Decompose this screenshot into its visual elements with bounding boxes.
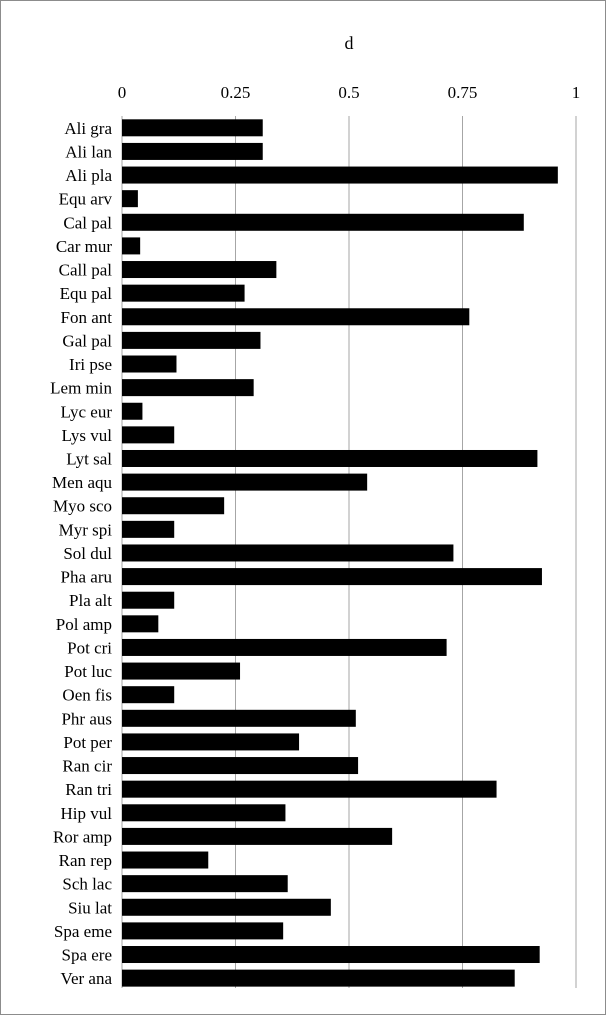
bar bbox=[122, 898, 331, 916]
category-label: Pha aru bbox=[61, 568, 113, 587]
bar bbox=[122, 686, 175, 704]
bar bbox=[122, 355, 177, 373]
category-label: Ran tri bbox=[65, 780, 112, 799]
category-label: Equ pal bbox=[60, 284, 113, 303]
category-labels: Ali gra Ali lan Ali pla Equ arv Cal pal Car m… bbox=[50, 119, 112, 988]
category-label: Sch lac bbox=[62, 875, 112, 894]
chart-title: d bbox=[345, 33, 354, 53]
category-label: Car mur bbox=[56, 237, 113, 256]
bar bbox=[122, 449, 538, 467]
bar bbox=[122, 284, 245, 302]
category-label: Call pal bbox=[59, 261, 113, 280]
bar bbox=[122, 190, 138, 208]
category-label: Pot luc bbox=[64, 662, 112, 681]
x-tick-label: 0.25 bbox=[221, 83, 251, 102]
bar bbox=[122, 804, 286, 822]
bar bbox=[122, 473, 368, 491]
bar bbox=[122, 237, 141, 255]
category-label: Myr spi bbox=[59, 520, 113, 539]
category-label: Oen fis bbox=[62, 686, 112, 705]
category-label: Ver ana bbox=[61, 969, 113, 988]
category-label: Cal pal bbox=[63, 213, 112, 232]
bar bbox=[122, 402, 143, 420]
category-label: Siu lat bbox=[68, 898, 112, 917]
x-axis-ticks: 0 0.25 0.5 0.75 1 bbox=[118, 83, 581, 102]
bar bbox=[122, 520, 175, 538]
category-label: Lys vul bbox=[61, 426, 112, 445]
bars bbox=[122, 119, 558, 987]
bar bbox=[122, 308, 470, 326]
bar bbox=[122, 875, 288, 893]
category-label: Ali gra bbox=[64, 119, 112, 138]
bar bbox=[122, 969, 515, 987]
category-label: Phr aus bbox=[61, 709, 112, 728]
bar bbox=[122, 946, 540, 964]
category-label: Spa ere bbox=[61, 946, 112, 965]
bar bbox=[122, 757, 359, 775]
category-label: Fon ant bbox=[61, 308, 113, 327]
x-tick-label: 0 bbox=[118, 83, 127, 102]
category-label: Ran cir bbox=[62, 757, 112, 776]
bar bbox=[122, 922, 284, 940]
category-label: Sol dul bbox=[63, 544, 112, 563]
bar bbox=[122, 851, 209, 869]
category-label: Lyt sal bbox=[66, 449, 112, 468]
bar bbox=[122, 213, 524, 231]
bar bbox=[122, 615, 159, 633]
category-label: Pol amp bbox=[56, 615, 112, 634]
category-label: Pot cri bbox=[67, 638, 112, 657]
bar bbox=[122, 591, 175, 609]
category-label: Ali pla bbox=[65, 166, 112, 185]
category-label: Iri pse bbox=[69, 355, 112, 374]
bar bbox=[122, 426, 175, 444]
category-label: Lyc eur bbox=[61, 402, 113, 421]
category-label: Equ arv bbox=[59, 190, 113, 209]
bar bbox=[122, 261, 277, 279]
bar bbox=[122, 709, 356, 727]
category-label: Lem min bbox=[50, 379, 112, 398]
bar bbox=[122, 379, 254, 397]
bar bbox=[122, 638, 447, 656]
bar bbox=[122, 827, 393, 845]
category-label: Men aqu bbox=[52, 473, 112, 492]
bar bbox=[122, 497, 225, 515]
category-label: Gal pal bbox=[62, 331, 112, 350]
category-label: Pot per bbox=[63, 733, 112, 752]
bar bbox=[122, 780, 497, 798]
category-label: Ror amp bbox=[53, 827, 112, 846]
bar bbox=[122, 166, 558, 184]
category-label: Myo sco bbox=[53, 497, 112, 516]
bar bbox=[122, 544, 454, 562]
bar bbox=[122, 331, 261, 349]
x-tick-label: 0.5 bbox=[338, 83, 359, 102]
category-label: Ran rep bbox=[59, 851, 112, 870]
category-label: Spa eme bbox=[54, 922, 112, 941]
bar bbox=[122, 733, 300, 751]
bar bbox=[122, 142, 263, 160]
bar bbox=[122, 568, 542, 586]
x-tick-label: 0.75 bbox=[448, 83, 478, 102]
category-label: Pla alt bbox=[69, 591, 112, 610]
x-tick-label: 1 bbox=[572, 83, 581, 102]
bar bbox=[122, 662, 241, 680]
bar bbox=[122, 119, 263, 137]
category-label: Ali lan bbox=[65, 142, 112, 161]
category-label: Hip vul bbox=[61, 804, 113, 823]
